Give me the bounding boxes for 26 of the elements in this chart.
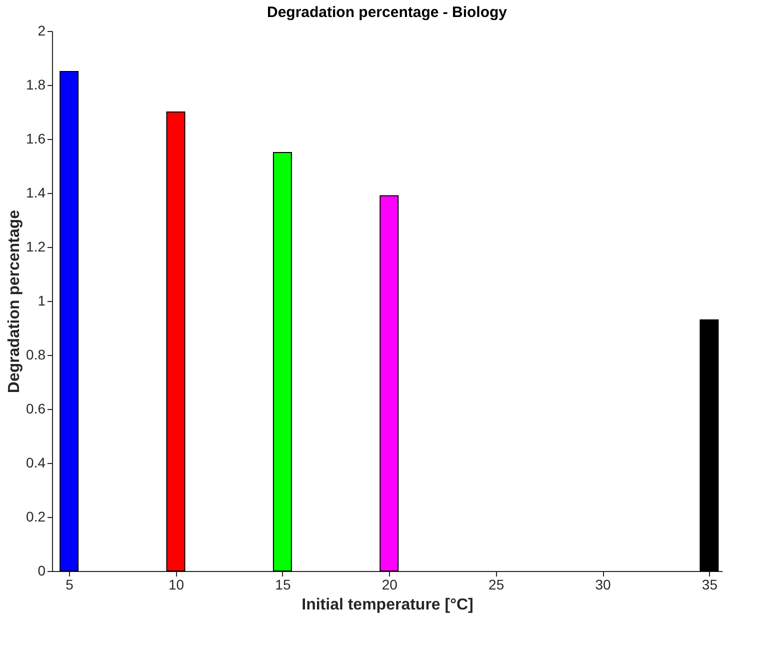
- y-tick-label: 2: [38, 22, 46, 38]
- y-tick-label: 1.6: [26, 130, 46, 146]
- x-tick-label: 25: [488, 576, 504, 592]
- y-tick-label: 1: [38, 292, 46, 308]
- y-tick-label: 1.8: [26, 76, 46, 92]
- bar: [380, 195, 399, 572]
- x-tick-label: 5: [66, 576, 74, 592]
- x-tick-label: 20: [382, 576, 398, 592]
- x-axis-title: Initial temperature [°C]: [302, 596, 474, 614]
- bar: [272, 152, 292, 572]
- chart-title: Degradation percentage - Biology: [266, 4, 508, 21]
- y-axis-title: Degradation percentage: [6, 210, 24, 394]
- bar: [166, 112, 186, 572]
- x-tick-label: 30: [595, 576, 612, 592]
- y-tick-label: 0.2: [26, 508, 46, 524]
- y-tick-label: 1.2: [26, 238, 46, 254]
- x-tick-label: 10: [168, 576, 184, 592]
- bar: [700, 319, 719, 572]
- x-tick-label: 35: [702, 576, 718, 592]
- y-tick-label: 1.4: [26, 184, 46, 200]
- y-tick-label: 0.6: [26, 400, 46, 416]
- bar: [60, 71, 79, 572]
- y-tick-label: 0: [38, 562, 46, 578]
- y-tick-label: 0.4: [26, 454, 46, 470]
- y-tick-label: 0.8: [26, 346, 46, 362]
- x-tick-label: 15: [275, 576, 291, 592]
